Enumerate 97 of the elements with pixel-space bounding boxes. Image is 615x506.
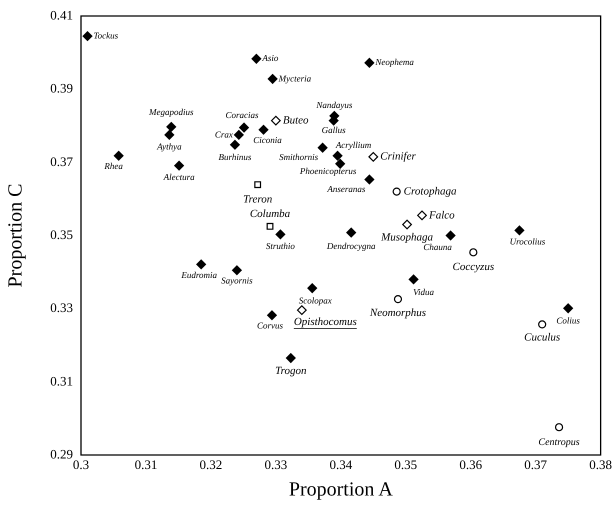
annotation: Treron	[243, 194, 273, 206]
annotation: Coccyzus	[452, 261, 494, 274]
point	[332, 150, 342, 161]
point	[230, 140, 240, 150]
point	[364, 174, 374, 184]
annotation: Cuculus	[524, 331, 560, 344]
annotation: Coracias	[226, 110, 260, 120]
x-tick-label: 0.34	[329, 457, 353, 472]
annotation: Crax	[214, 129, 233, 140]
annotation: Tockus	[93, 30, 119, 40]
point	[469, 248, 478, 256]
point	[267, 310, 277, 320]
y-tick-label: 0.35	[50, 226, 73, 242]
annotation: Crinifer	[380, 150, 416, 163]
point	[307, 283, 318, 294]
annotation: Burhinus	[218, 152, 252, 162]
point	[408, 274, 418, 284]
point	[318, 142, 328, 153]
annotation: Chauna	[423, 242, 452, 252]
annotation: Corvus	[256, 320, 284, 331]
annotation: Buteo	[282, 114, 310, 127]
annotation: Falco	[428, 209, 456, 222]
point	[346, 228, 356, 238]
annotation: Trogon	[275, 364, 307, 377]
y-tick-label: 0.39	[50, 80, 73, 96]
annotation: Neophema	[374, 57, 414, 68]
y-tick-label: 0.33	[50, 300, 73, 316]
annotation: Columba	[250, 208, 291, 220]
annotation: Opisthocomus	[294, 316, 357, 328]
annotation: Megapodius	[148, 107, 194, 118]
annotation: Struthio	[266, 240, 296, 251]
point	[234, 130, 244, 140]
annotation: Nandayus	[315, 100, 353, 110]
annotation: Anseranas	[326, 184, 366, 194]
annotation: Neomorphus	[368, 307, 426, 320]
annotation: Alectura	[162, 172, 196, 182]
annotation: Phoenicopterus	[298, 166, 357, 176]
point	[402, 220, 412, 230]
annotation: Smithornis	[279, 152, 319, 162]
point	[251, 54, 262, 64]
point	[514, 225, 524, 236]
annotation: Asio	[261, 53, 279, 64]
annotation: Acryllium	[334, 140, 372, 150]
annotation: Eudromia	[180, 270, 218, 280]
point	[538, 320, 546, 328]
x-tick-label: 0.33	[264, 457, 288, 472]
point	[392, 188, 401, 196]
annotation: Dendrocygna	[326, 240, 376, 251]
annotation: Aythya	[156, 141, 182, 152]
point	[417, 210, 427, 220]
x-tick-label: 0.35	[394, 457, 418, 472]
x-tick-label: 0.36	[459, 457, 483, 472]
annotation: Crotophaga	[404, 185, 457, 198]
annotation: Mycteria	[278, 73, 312, 84]
point	[174, 160, 184, 171]
annotation: Sayornis	[221, 276, 254, 286]
x-tick-label: 0.31	[134, 457, 158, 472]
point	[239, 122, 249, 132]
point	[258, 124, 268, 135]
annotation: Colius	[556, 316, 580, 326]
point	[296, 305, 307, 316]
annotation: Scolopax	[298, 296, 332, 306]
point	[266, 222, 274, 230]
x-tick-label: 0.32	[200, 457, 222, 472]
point	[268, 74, 278, 84]
annotation: Vidua	[413, 286, 434, 297]
annotation: Gallus	[322, 124, 346, 135]
point	[166, 122, 176, 132]
point	[114, 150, 124, 161]
point	[254, 181, 262, 188]
point	[82, 31, 92, 42]
x-tick-label: 0.38	[589, 457, 612, 472]
annotation: Ciconia	[253, 135, 282, 146]
y-tick-label: 0.29	[50, 446, 73, 462]
point	[563, 303, 574, 314]
annotation: Urocolius	[510, 236, 546, 247]
y-tick-label: 0.37	[50, 154, 74, 169]
point	[286, 353, 296, 363]
point	[232, 265, 242, 276]
x-tick-label: 0.3	[72, 457, 90, 472]
x-tick-label: 0.37	[524, 457, 548, 472]
point	[364, 58, 374, 68]
point	[270, 116, 281, 126]
y-tick-label: 0.41	[50, 7, 73, 22]
annotation: Musophaga	[380, 231, 434, 244]
y-tick-label: 0.31	[50, 373, 73, 388]
point	[276, 230, 286, 240]
x-axis-title: Proportion A	[288, 478, 394, 500]
point	[164, 130, 174, 140]
point	[446, 230, 456, 240]
annotation: Rhea	[103, 161, 124, 172]
point	[394, 295, 402, 304]
point	[196, 260, 206, 270]
point	[554, 423, 564, 432]
annotation: Centropus	[538, 436, 580, 448]
point	[368, 152, 378, 162]
y-axis-title: Proportion C	[4, 184, 26, 288]
